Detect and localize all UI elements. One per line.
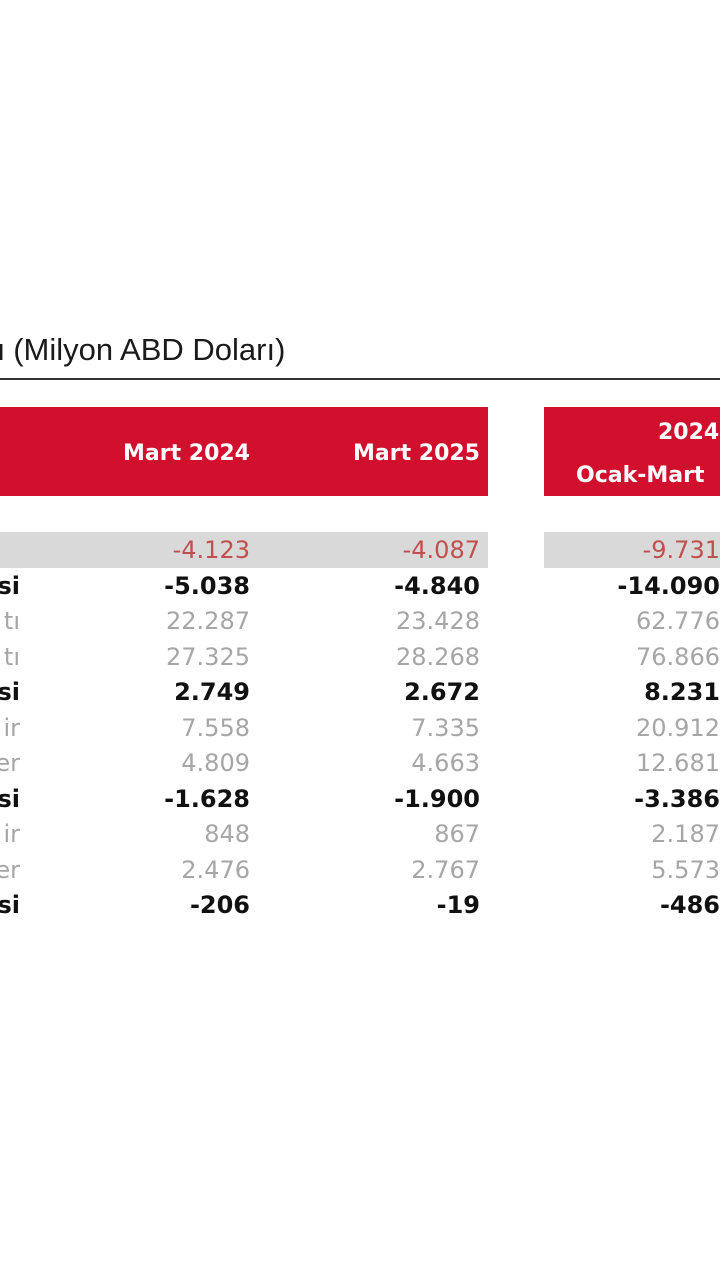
row-label: er (0, 749, 20, 777)
table-row: si -1.628 -1.900 -3.386 (0, 782, 720, 817)
table-row: tı 27.325 28.268 76.866 (0, 640, 720, 675)
cell-mart-2024: 2.476 (181, 856, 250, 884)
header-col-mart-2025: Mart 2025 (353, 441, 480, 466)
cell-mart-2025: 2.767 (411, 856, 480, 884)
row-label: ir (3, 714, 20, 742)
cell-mart-2024: 22.287 (166, 607, 250, 635)
cell-mart-2025: -4.840 (394, 572, 480, 600)
table-row: tı 22.287 23.428 62.776 (0, 604, 720, 639)
cell-2024-ocak-mart: -14.090 (617, 572, 720, 600)
cell-mart-2024: 2.749 (174, 678, 250, 706)
cell-mart-2025: 4.663 (411, 749, 480, 777)
cell-2024-ocak-mart: -3.386 (634, 785, 720, 813)
cell-2024-ocak-mart: 5.573 (651, 856, 720, 884)
title-unit: (Milyon ABD Doları) (4, 332, 286, 367)
header-col-period: Ocak-Mart (576, 463, 705, 488)
header-col-year: 2024 (658, 420, 720, 445)
row-label: si (0, 678, 20, 706)
cell-2024-ocak-mart: 62.776 (636, 607, 720, 635)
table-title: ı (Milyon ABD Doları) (0, 330, 285, 370)
table-row: si 2.749 2.672 8.231 (0, 675, 720, 710)
row-label: tı (3, 643, 20, 671)
table-row: ir 7.558 7.335 20.912 (0, 711, 720, 746)
table-row: er 4.809 4.663 12.681 (0, 746, 720, 781)
cell-mart-2024: 848 (204, 820, 250, 848)
cell-mart-2024: 7.558 (181, 714, 250, 742)
cell-mart-2024: 27.325 (166, 643, 250, 671)
cell-mart-2025: -1.900 (394, 785, 480, 813)
cell-2024-ocak-mart: 2.187 (651, 820, 720, 848)
cell-mart-2024: -206 (189, 891, 250, 919)
cell-2024-ocak-mart: 12.681 (636, 749, 720, 777)
row-label: tı (3, 607, 20, 635)
cell-mart-2024: -5.038 (164, 572, 250, 600)
cell-mart-2025: 28.268 (396, 643, 480, 671)
table-header-monthly: Mart 2024 Mart 2025 (0, 407, 488, 496)
row-label: ir (3, 820, 20, 848)
table-row: -4.123 -4.087 -9.731 (0, 533, 720, 568)
cell-2024-ocak-mart: 76.866 (636, 643, 720, 671)
title-divider (0, 378, 720, 380)
highlight-row-bg-side (544, 532, 720, 568)
cell-mart-2025: -19 (436, 891, 480, 919)
table-header-cumulative: 2024 Ocak-Mart (544, 407, 720, 496)
table-row: er 2.476 2.767 5.573 (0, 853, 720, 888)
cell-mart-2025: 867 (434, 820, 480, 848)
row-label: si (0, 572, 20, 600)
cell-2024-ocak-mart: -9.731 (642, 536, 720, 564)
cell-mart-2025: 23.428 (396, 607, 480, 635)
row-label: si (0, 891, 20, 919)
row-label: si (0, 785, 20, 813)
table-row: si -206 -19 -486 (0, 888, 720, 923)
cell-mart-2024: 4.809 (181, 749, 250, 777)
cell-mart-2025: 2.672 (404, 678, 480, 706)
title-bold-part: ı (0, 332, 5, 367)
table-row: si -5.038 -4.840 -14.090 (0, 569, 720, 604)
cell-mart-2025: 7.335 (411, 714, 480, 742)
cell-mart-2024: -1.628 (164, 785, 250, 813)
cell-2024-ocak-mart: -486 (659, 891, 720, 919)
table-row: ir 848 867 2.187 (0, 817, 720, 852)
cell-mart-2025: -4.087 (402, 536, 480, 564)
highlight-row-bg-main (0, 532, 488, 568)
row-label: er (0, 856, 20, 884)
cell-2024-ocak-mart: 8.231 (644, 678, 720, 706)
header-col-mart-2024: Mart 2024 (123, 441, 250, 466)
cell-2024-ocak-mart: 20.912 (636, 714, 720, 742)
cell-mart-2024: -4.123 (172, 536, 250, 564)
